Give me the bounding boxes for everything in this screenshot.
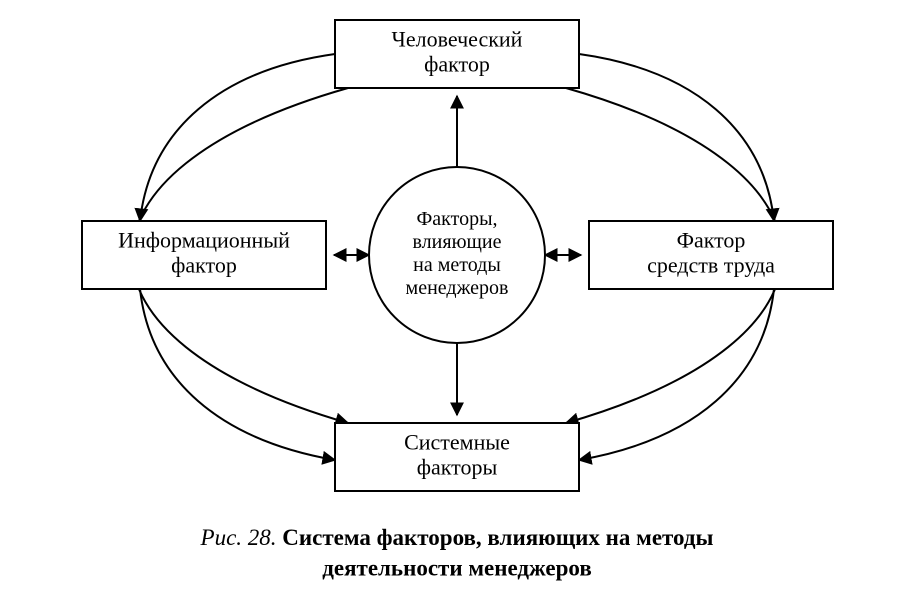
node-center-line-1: влияющие [413,231,502,253]
caption-line-1: Рис. 28. Система факторов, влияющих на м… [200,525,714,550]
node-bottom-line-1: факторы [417,455,498,480]
node-left: Информационныйфактор [82,221,326,289]
node-bottom: Системныефакторы [335,423,579,491]
arc-top-right [579,54,774,221]
node-right-line-0: Фактор [677,227,746,252]
node-right: Факторсредств труда [589,221,833,289]
node-left-line-0: Информационный [118,227,290,252]
node-top-line-1: фактор [424,52,490,77]
caption: Рис. 28. Система факторов, влияющих на м… [200,525,714,580]
node-center-line-3: менеджеров [406,277,509,299]
node-bottom-line-0: Системные [404,429,510,454]
node-right-line-1: средств труда [647,253,775,278]
arc-left-bottom [140,289,335,460]
node-top-line-0: Человеческий [392,26,523,51]
node-left-line-1: фактор [171,253,237,278]
node-center-line-2: на методы [413,254,501,276]
node-center-line-0: Факторы, [416,208,497,230]
arc-top-left [140,54,335,221]
caption-line-2: деятельности менеджеров [322,555,592,580]
nodes: Факторы,влияющиена методыменеджеров Челов… [82,20,833,491]
arc-right-bottom [579,289,774,460]
node-center: Факторы,влияющиена методыменеджеров [369,167,545,343]
node-top: Человеческийфактор [335,20,579,88]
